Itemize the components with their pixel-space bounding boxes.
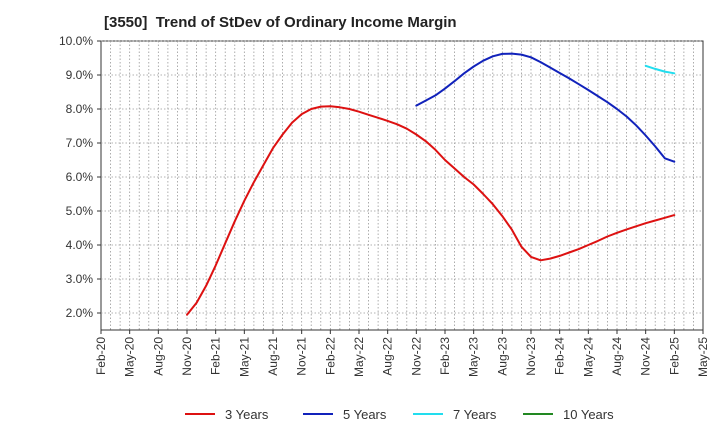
y-tick-label: 5.0% — [66, 204, 94, 218]
legend-label: 7 Years — [453, 407, 497, 422]
x-tick-label: Feb-21 — [209, 337, 223, 375]
y-tick-label: 8.0% — [66, 102, 94, 116]
y-tick-label: 9.0% — [66, 68, 94, 82]
series-line-7-years — [644, 64, 676, 75]
x-tick-label: Feb-22 — [323, 337, 337, 375]
x-tick-label: May-24 — [581, 337, 595, 377]
x-tick-label: May-23 — [467, 337, 481, 377]
series-line-5-years — [415, 52, 676, 163]
x-tick-label: Nov-21 — [295, 337, 309, 376]
x-tick-label: May-20 — [123, 337, 137, 377]
chart-title: [3550] Trend of StDev of Ordinary Income… — [104, 14, 457, 31]
legend: 3 Years 5 Years 7 Years 10 Years — [185, 407, 614, 422]
y-tick-label: 2.0% — [66, 306, 94, 320]
series-lines — [186, 52, 676, 316]
x-tick-label: Aug-20 — [151, 337, 165, 376]
x-tick-label: Nov-22 — [409, 337, 423, 376]
x-tick-label: May-21 — [237, 337, 251, 377]
x-tick-label: Aug-24 — [610, 337, 624, 376]
x-tick-label: May-22 — [352, 337, 366, 377]
y-axis: 2.0% 3.0% 4.0% 5.0% 6.0% 7.0% 8.0% 9.0% 10.0% — [59, 34, 101, 320]
legend-label: 10 Years — [563, 407, 614, 422]
x-tick-label: Feb-20 — [94, 337, 108, 375]
x-tick-label: Aug-23 — [495, 337, 509, 376]
x-tick-label: Nov-23 — [524, 337, 538, 376]
x-tick-label: Nov-24 — [639, 337, 653, 376]
x-tick-label: Feb-25 — [667, 337, 681, 375]
x-tick-label: Nov-20 — [180, 337, 194, 376]
y-tick-label: 4.0% — [66, 238, 94, 252]
x-tick-label: Feb-23 — [438, 337, 452, 375]
y-tick-label: 7.0% — [66, 136, 94, 150]
x-tick-label: Aug-21 — [266, 337, 280, 376]
x-tick-label: Aug-22 — [381, 337, 395, 376]
grid — [101, 40, 703, 330]
y-tick-label: 10.0% — [59, 34, 93, 48]
x-tick-label: May-25 — [696, 337, 710, 377]
legend-label: 3 Years — [225, 407, 269, 422]
x-tick-label: Feb-24 — [553, 337, 567, 375]
y-tick-label: 6.0% — [66, 170, 94, 184]
x-axis: Feb-20 May-20 Aug-20 Nov-20 Feb-21 May-21 Aug-… — [94, 330, 710, 377]
legend-label: 5 Years — [343, 407, 387, 422]
y-tick-label: 3.0% — [66, 272, 94, 286]
series-line-3-years — [186, 105, 676, 316]
plot-area — [100, 40, 704, 331]
